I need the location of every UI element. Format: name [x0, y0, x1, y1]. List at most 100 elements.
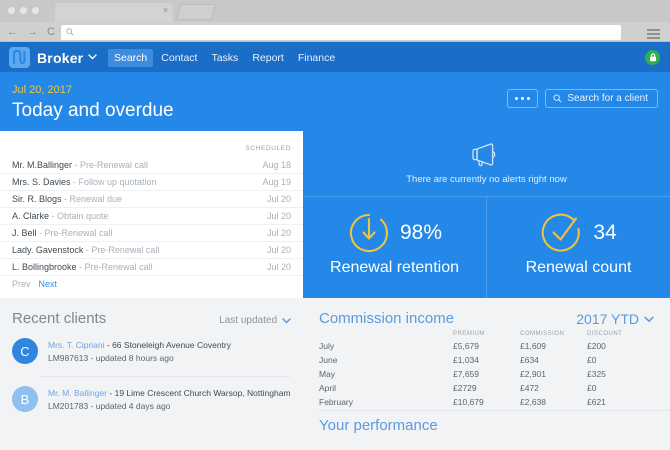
next-page-button[interactable]: Next — [38, 279, 58, 289]
task-scheduled: Jul 20 — [266, 245, 291, 255]
col-premium: PREMIUM — [453, 331, 485, 337]
cell-month: June — [319, 355, 338, 365]
performance-title: Your performance — [319, 417, 438, 434]
table-row[interactable]: L. Bollingbrooke - Pre-Renewal call Jul … — [0, 259, 303, 276]
table-row[interactable]: Mr. M.Ballinger - Pre-Renewal call Aug 1… — [0, 157, 303, 174]
nav-link-finance[interactable]: Finance — [297, 52, 336, 64]
cell-premium: £5,679 — [453, 341, 479, 351]
task-client: L. Bollingbrooke — [12, 262, 77, 272]
table-row[interactable]: Mrs. S. Davies - Follow up quotation Aug… — [0, 174, 303, 191]
nav-link-tasks[interactable]: Tasks — [211, 52, 239, 64]
table-row[interactable]: April £2729 £472 £0 — [319, 381, 654, 395]
recent-clients-sort-dropdown[interactable]: Last updated — [219, 315, 291, 326]
kpi-label: Renewal count — [525, 259, 632, 276]
task-scheduled: Aug 19 — [262, 177, 291, 187]
cell-commission: £2,638 — [520, 397, 546, 407]
cell-commission: £2,901 — [520, 369, 546, 379]
tasks-list: Mr. M.Ballinger - Pre-Renewal call Aug 1… — [0, 157, 303, 276]
window-maximize-dot[interactable] — [32, 7, 39, 14]
cell-month: February — [319, 397, 354, 407]
client-address: - 19 Lime Crescent Church Warsop, Nottin… — [107, 388, 291, 398]
alerts-panel: There are currently no alerts right now — [303, 131, 670, 195]
client-link[interactable]: Mr. M. Ballinger — [48, 388, 108, 398]
page-title: Today and overdue — [12, 100, 174, 121]
cell-month: April — [319, 383, 337, 393]
chevron-down-icon[interactable] — [88, 54, 97, 60]
new-tab-button[interactable] — [175, 4, 217, 20]
brand-name: Broker — [37, 50, 84, 66]
pagination: Prev Next — [12, 279, 57, 289]
brand-logo-icon[interactable] — [9, 47, 30, 68]
prev-page-button[interactable]: Prev — [12, 279, 31, 289]
client-search-label: Search for a client — [567, 93, 648, 104]
circle-arrow-down-icon — [349, 213, 388, 252]
window-close-dot[interactable] — [8, 7, 15, 14]
tab-close-icon[interactable]: × — [162, 5, 169, 15]
hero-actions: Search for a client — [507, 89, 658, 108]
client-link[interactable]: Mrs. T. Cipriani — [48, 340, 105, 350]
more-options-button[interactable] — [507, 89, 539, 108]
search-icon — [66, 28, 74, 36]
client-search-button[interactable]: Search for a client — [545, 89, 658, 108]
reload-icon[interactable]: C — [47, 26, 55, 38]
table-row[interactable]: June £1,034 £634 £0 — [319, 353, 654, 367]
cell-month: May — [319, 369, 336, 379]
recent-clients-title: Recent clients — [12, 310, 107, 327]
avatar: C — [12, 338, 38, 364]
col-commission: COMMISSION — [520, 331, 565, 337]
kpi-label: Renewal retention — [330, 259, 459, 276]
browser-toolbar: ← → C ⌂ — [0, 22, 670, 42]
list-item[interactable]: C Mrs. T. Cipriani - 66 Stoneleigh Avenu… — [12, 338, 231, 364]
table-header-row: PREMIUM COMMISSION DISCOUNT — [319, 331, 654, 339]
address-bar[interactable] — [61, 25, 621, 40]
browser-tab[interactable] — [55, 3, 173, 22]
task-client: J. Bell — [12, 228, 37, 238]
lock-icon[interactable] — [645, 50, 660, 65]
col-discount: DISCOUNT — [587, 331, 623, 337]
table-row[interactable]: Sir. R. Blogs - Renewal due Jul 20 — [0, 191, 303, 208]
commission-title: Commission income — [319, 310, 455, 327]
cell-commission: £634 — [520, 355, 539, 365]
alerts-message: There are currently no alerts right now — [406, 174, 567, 185]
recent-clients-panel: Recent clients Last updated C Mrs. T. Ci… — [0, 298, 303, 450]
table-row[interactable]: July £5,679 £1,609 £200 — [319, 339, 654, 353]
col-month — [319, 331, 453, 339]
cell-discount: £0 — [587, 383, 597, 393]
client-meta: LM987613 - updated 8 hours ago — [48, 353, 174, 363]
back-icon[interactable]: ← — [7, 26, 18, 38]
kpi-value: 98% — [399, 221, 443, 244]
commission-table: PREMIUM COMMISSION DISCOUNT July £5,679 … — [319, 331, 654, 409]
table-row[interactable]: J. Bell - Pre-Renewal call Jul 20 — [0, 225, 303, 242]
nav-link-search[interactable]: Search — [108, 49, 154, 67]
client-meta: LM201783 - updated 4 days ago — [48, 401, 171, 411]
hero-date: Jul 20, 2017 — [12, 84, 72, 96]
table-row[interactable]: February £10,679 £2,638 £621 — [319, 395, 654, 409]
nav-link-contact[interactable]: Contact — [161, 52, 198, 64]
commission-income-panel: Commission income 2017 YTD PREMIUM COMMI… — [303, 298, 670, 450]
kpi-renewal-retention[interactable]: 98% Renewal retention — [303, 197, 486, 298]
cell-month: July — [319, 341, 335, 351]
nav-link-report[interactable]: Report — [252, 52, 284, 64]
table-row[interactable]: A. Clarke - Obtain quote Jul 20 — [0, 208, 303, 225]
kpi-row: 98% Renewal retention 34 Renewal count — [303, 196, 670, 298]
cell-premium: £10,679 — [453, 397, 484, 407]
task-detail: - Pre-Renewal call — [76, 262, 153, 272]
browser-menu-icon[interactable] — [647, 29, 660, 41]
avatar: B — [12, 386, 38, 412]
task-client: Sir. R. Blogs — [12, 194, 62, 204]
commission-period-dropdown[interactable]: 2017 YTD — [576, 311, 654, 327]
task-detail: - Pre-Renewal call — [36, 228, 113, 238]
forward-icon[interactable]: → — [27, 26, 38, 38]
task-scheduled: Jul 20 — [266, 228, 291, 238]
kpi-renewal-count[interactable]: 34 Renewal count — [486, 197, 670, 298]
list-item[interactable]: B Mr. M. Ballinger - 19 Lime Crescent Ch… — [12, 386, 291, 412]
window-controls[interactable] — [8, 7, 39, 14]
table-row[interactable]: May £7,659 £2,901 £325 — [319, 367, 654, 381]
table-row[interactable]: Lady. Gavenstock - Pre-Renewal call Jul … — [0, 242, 303, 259]
window-minimize-dot[interactable] — [20, 7, 27, 14]
divider — [319, 410, 670, 411]
client-address: - 66 Stoneleigh Avenue Coventry — [104, 340, 232, 350]
search-icon — [553, 94, 562, 103]
cell-discount: £325 — [587, 369, 606, 379]
